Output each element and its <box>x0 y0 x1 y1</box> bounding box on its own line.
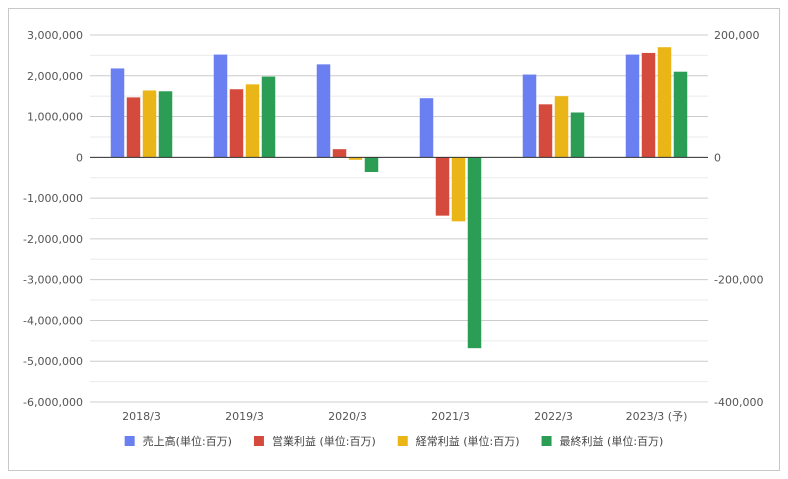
bar-4-3 <box>364 157 379 173</box>
legend-item: 営業利益 (単位:百万) <box>253 434 376 448</box>
x-axis-category-label: 2022/3 <box>534 410 573 423</box>
bar-4-4 <box>467 157 482 349</box>
legend-item: 売上高(単位:百万) <box>124 434 232 448</box>
bar-3-1 <box>142 90 157 158</box>
bar-2-1 <box>126 97 141 158</box>
left-axis-tick-label: -4,000,000 <box>23 314 83 327</box>
x-axis-category-label: 2021/3 <box>431 410 470 423</box>
x-axis-category-label: 2020/3 <box>328 410 367 423</box>
bar-1-6 <box>625 54 640 158</box>
x-axis-category-label: 2023/3 (予) <box>626 410 688 423</box>
bar-1-5 <box>522 74 537 158</box>
left-axis-tick-label: 3,000,000 <box>27 29 83 42</box>
bar-1-4 <box>419 98 434 158</box>
left-axis-tick-label: -6,000,000 <box>23 396 83 409</box>
x-axis-category-label: 2019/3 <box>225 410 264 423</box>
left-axis-tick-label: 1,000,000 <box>27 111 83 124</box>
legend-item: 最終利益 (単位:百万) <box>541 434 664 448</box>
bar-3-3 <box>348 157 363 160</box>
bar-2-5 <box>538 104 553 158</box>
bar-4-1 <box>158 91 173 158</box>
legend-item: 経常利益 (単位:百万) <box>397 434 520 448</box>
legend-swatch <box>253 436 264 446</box>
legend-swatch <box>541 436 552 446</box>
x-axis: 2018/3 2019/3 2020/3 2021/3 2022/3 2023/3 (予) <box>122 410 687 423</box>
bar-3-5 <box>554 96 569 158</box>
legend-swatch <box>397 436 408 446</box>
right-axis-tick-label: 200,000 <box>714 29 760 42</box>
gridlines <box>90 34 708 403</box>
legend: 売上高(単位:百万) 営業利益 (単位:百万) 経常利益 (単位:百万) 最終利益 (… <box>124 434 664 448</box>
left-axis: 3,000,000 2,000,000 1,000,000 0 -1,000,000 -2… <box>23 29 83 409</box>
bar-4-6 <box>673 71 688 158</box>
bar-2-2 <box>229 89 244 158</box>
right-axis: 200,000 0 -200,000 -400,000 <box>714 29 763 409</box>
legend-label: 売上高(単位:百万) <box>143 434 232 448</box>
legend-label: 営業利益 (単位:百万) <box>272 434 376 448</box>
x-axis-category-label: 2018/3 <box>122 410 161 423</box>
bars <box>110 47 688 349</box>
bar-1-3 <box>316 64 331 158</box>
legend-swatch <box>124 436 135 446</box>
bar-4-2 <box>261 76 276 158</box>
bar-4-5 <box>570 112 585 158</box>
left-axis-tick-label: -5,000,000 <box>23 355 83 368</box>
bar-3-4 <box>451 157 466 222</box>
bar-3-2 <box>245 84 260 158</box>
bar-2-6 <box>641 52 656 158</box>
bar-2-4 <box>435 157 450 216</box>
bar-3-6 <box>657 47 672 158</box>
right-axis-tick-label: 0 <box>714 151 721 164</box>
legend-label: 経常利益 (単位:百万) <box>416 434 520 448</box>
left-axis-tick-label: -3,000,000 <box>23 274 83 287</box>
legend-label: 最終利益 (単位:百万) <box>560 434 664 448</box>
bar-2-3 <box>332 149 347 158</box>
right-axis-tick-label: -200,000 <box>714 274 763 287</box>
left-axis-tick-label: 0 <box>76 151 83 164</box>
bar-1-2 <box>213 54 228 158</box>
left-axis-tick-label: -1,000,000 <box>23 192 83 205</box>
bar-1-1 <box>110 68 125 158</box>
left-axis-tick-label: -2,000,000 <box>23 233 83 246</box>
left-axis-tick-label: 2,000,000 <box>27 70 83 83</box>
right-axis-tick-label: -400,000 <box>714 396 763 409</box>
